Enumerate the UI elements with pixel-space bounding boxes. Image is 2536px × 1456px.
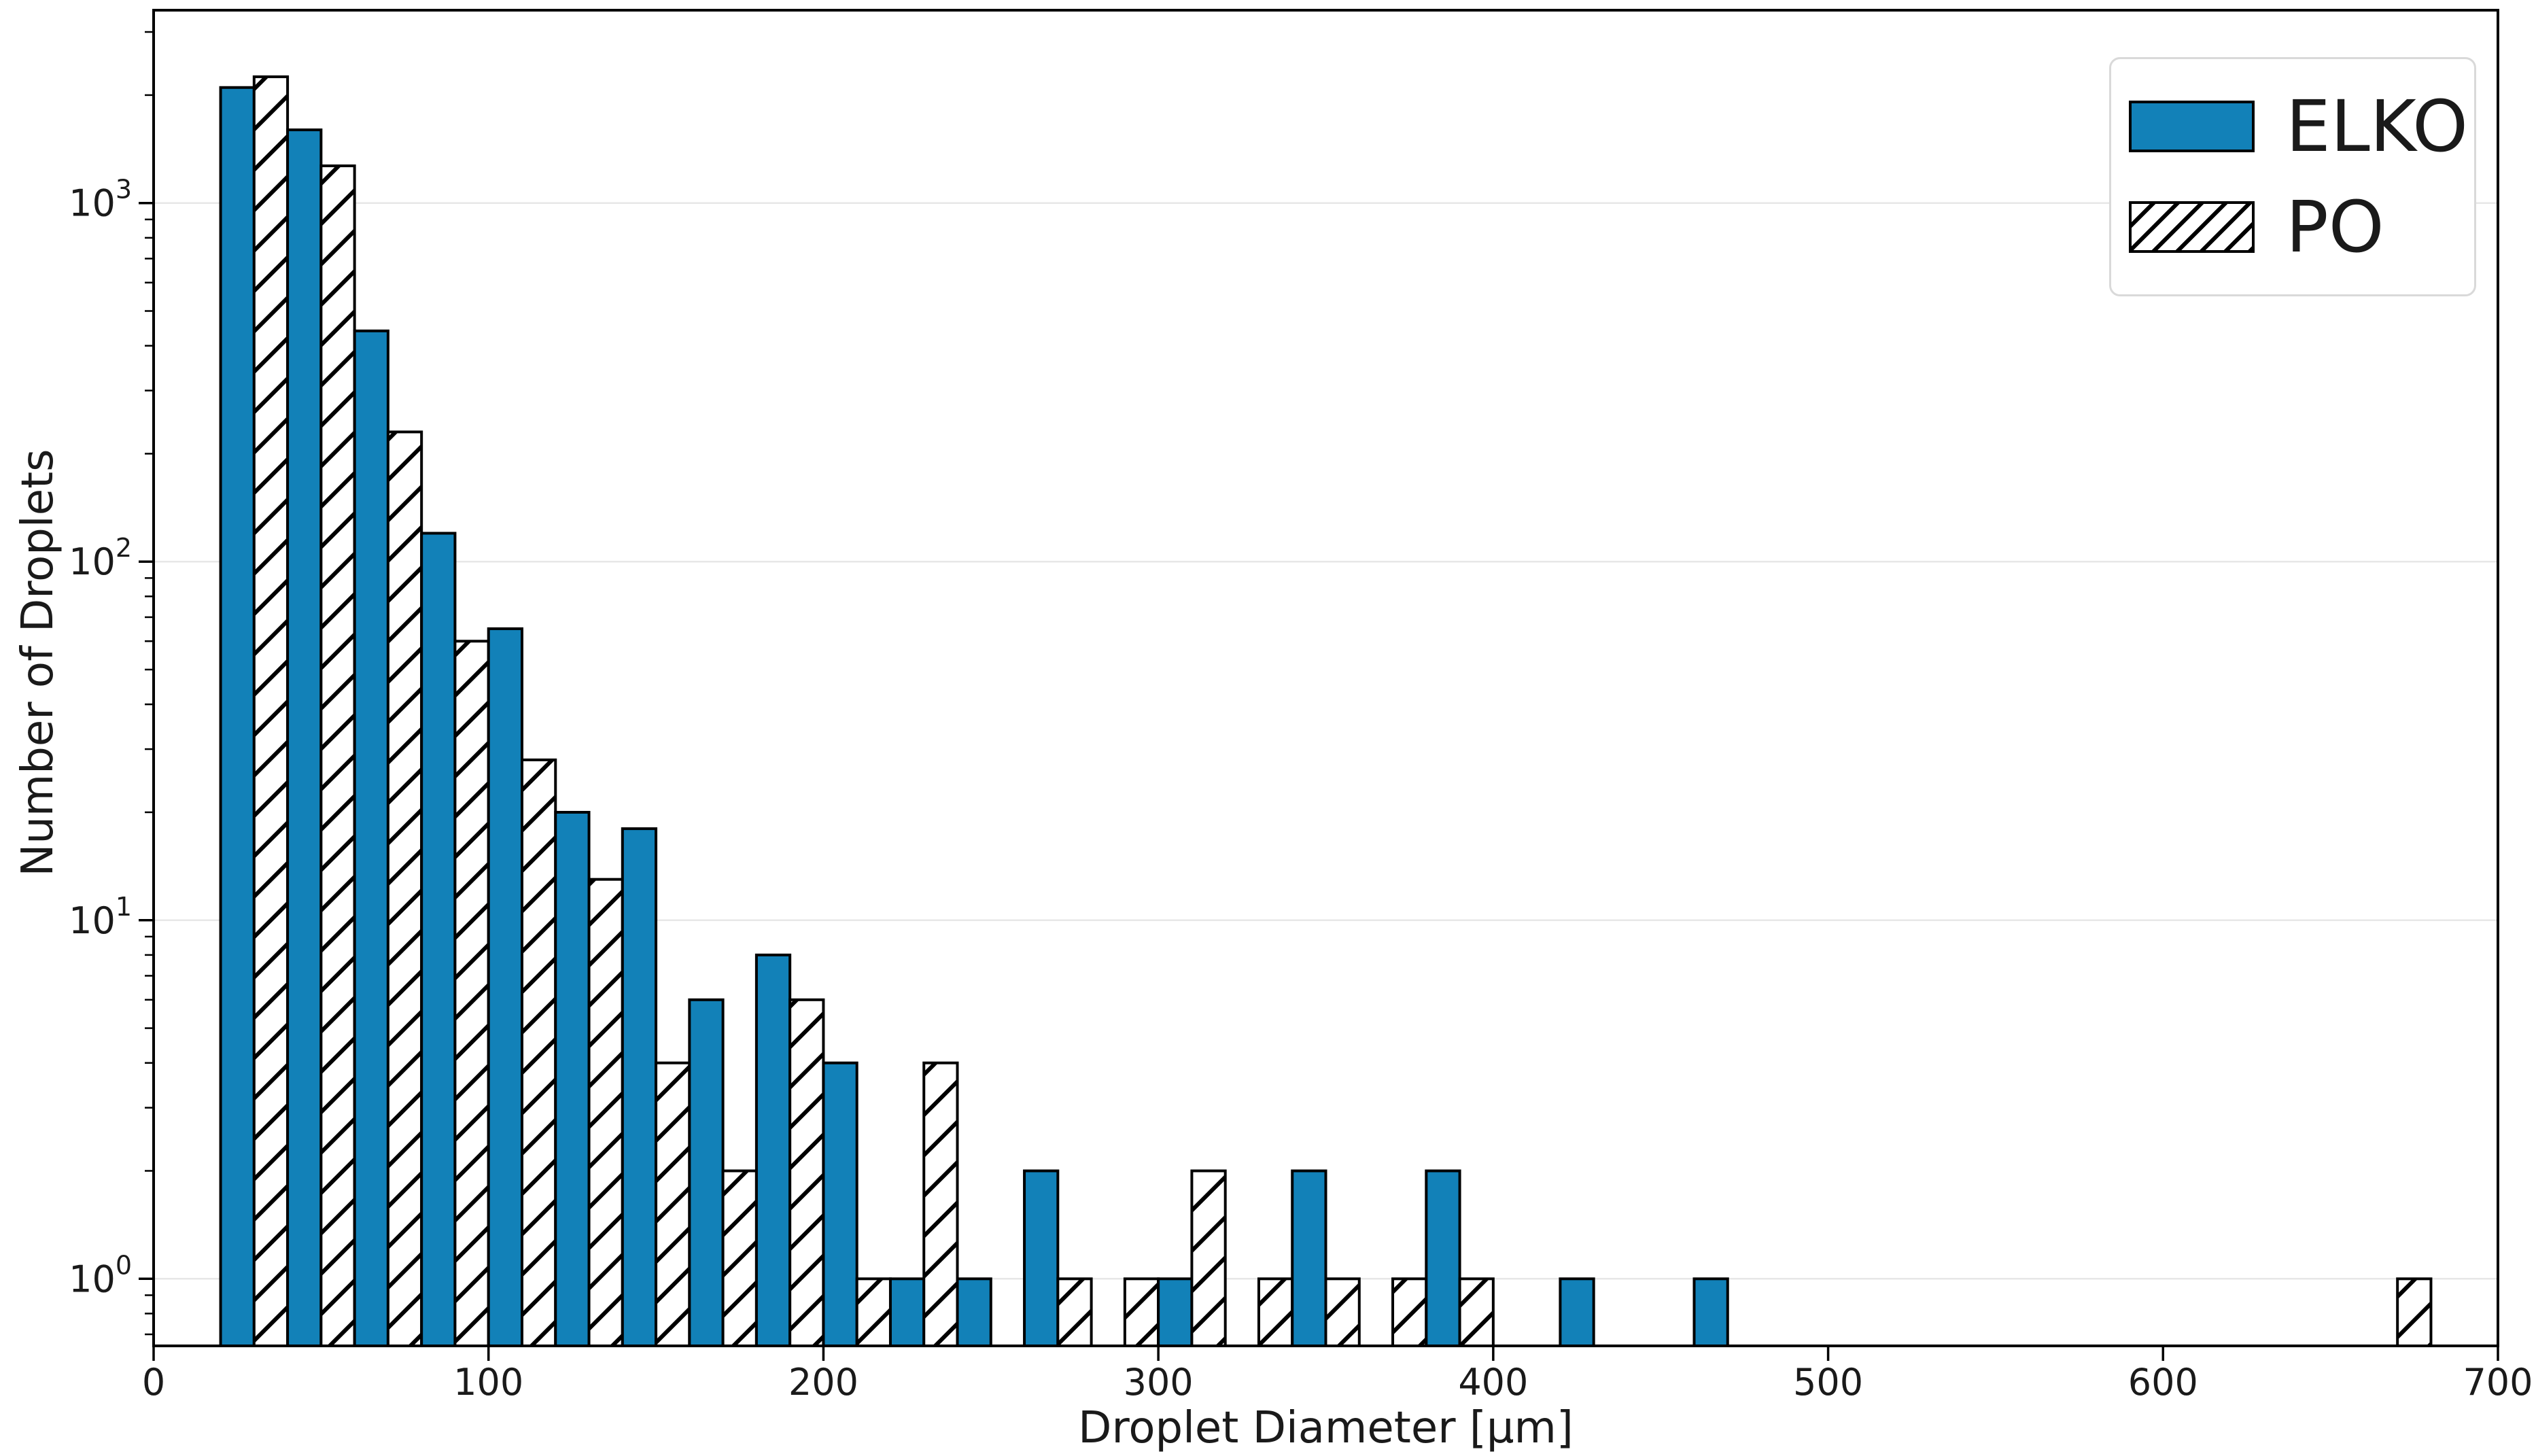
elko-bar xyxy=(1157,1277,1194,1347)
plot-spines xyxy=(152,9,2499,1347)
po-bar xyxy=(319,164,356,1348)
y-tick-label: 102 xyxy=(69,533,132,583)
elko-bar xyxy=(688,998,725,1348)
elko-bar xyxy=(822,1061,858,1348)
x-tick-label: 700 xyxy=(2463,1361,2533,1404)
bars xyxy=(219,75,2433,1348)
po-bar xyxy=(587,878,624,1347)
elko-bar xyxy=(420,532,457,1347)
po-bar xyxy=(386,430,423,1347)
po-bar xyxy=(855,1277,892,1347)
x-axis-label: Droplet Diameter [µm] xyxy=(1078,1403,1574,1453)
legend-item-po: PO xyxy=(2129,186,2474,268)
y-axis-label: Number of Droplets xyxy=(13,449,63,877)
po-bar xyxy=(788,998,825,1348)
x-tick-label: 200 xyxy=(788,1361,858,1404)
po-bar xyxy=(1190,1169,1227,1348)
x-axis: 0 100 200 300 400 500 600 700 xyxy=(142,1346,2533,1404)
po-bar xyxy=(1056,1277,1093,1347)
po-bar xyxy=(1458,1277,1495,1347)
elko-bar xyxy=(754,953,792,1347)
elko-bar xyxy=(487,627,523,1348)
x-tick-label: 100 xyxy=(453,1361,523,1404)
legend-label-elko: ELKO xyxy=(2286,85,2469,168)
x-tick-label: 300 xyxy=(1124,1361,1194,1404)
po-bar xyxy=(1391,1277,1428,1347)
po-bar xyxy=(252,75,290,1348)
elko-bar xyxy=(219,86,256,1348)
x-tick-label: 400 xyxy=(1458,1361,1528,1404)
po-swatch xyxy=(2129,201,2255,253)
elko-bar xyxy=(888,1277,926,1347)
y-axis: 100 101 102 103 xyxy=(69,31,154,1336)
po-bar xyxy=(655,1061,691,1348)
elko-bar xyxy=(1291,1169,1327,1348)
legend-item-elko: ELKO xyxy=(2129,86,2474,167)
po-bar xyxy=(1257,1277,1294,1347)
elko-bar xyxy=(286,128,323,1347)
y-tick-label: 100 xyxy=(69,1250,132,1300)
elko-bar xyxy=(1692,1277,1729,1347)
y-tick-label: 101 xyxy=(69,892,132,942)
po-bar xyxy=(1324,1277,1361,1347)
po-bar xyxy=(520,758,557,1347)
legend: ELKO PO xyxy=(2109,57,2476,296)
po-bar xyxy=(2396,1277,2433,1347)
elko-bar xyxy=(1559,1277,1595,1347)
po-bar xyxy=(1123,1277,1160,1347)
elko-bar xyxy=(621,827,658,1347)
po-bar xyxy=(721,1169,758,1348)
elko-bar xyxy=(1425,1169,1461,1348)
po-bar xyxy=(922,1061,959,1348)
po-bar xyxy=(453,640,490,1347)
x-tick-label: 500 xyxy=(1793,1361,1863,1404)
elko-bar xyxy=(956,1277,992,1347)
elko-bar xyxy=(353,329,389,1348)
x-tick-label: 0 xyxy=(142,1361,165,1404)
elko-swatch xyxy=(2129,101,2255,152)
x-tick-label: 600 xyxy=(2128,1361,2198,1404)
elko-bar xyxy=(1023,1169,1060,1348)
legend-label-po: PO xyxy=(2286,186,2384,268)
elko-bar xyxy=(554,810,591,1347)
y-tick-label: 103 xyxy=(69,175,132,225)
